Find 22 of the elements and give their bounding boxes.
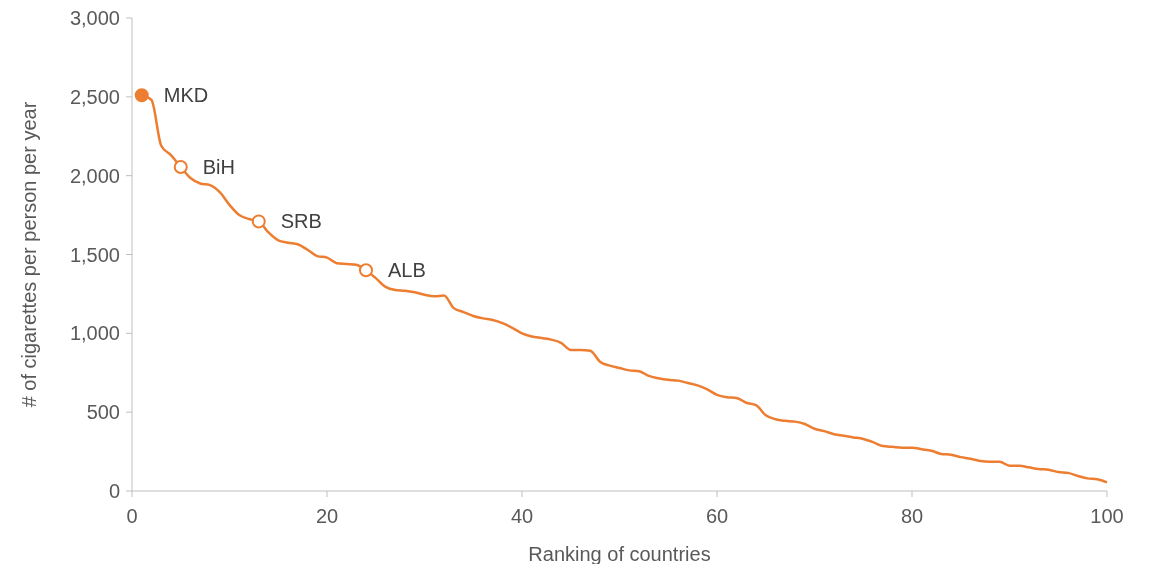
x-tick-label: 100 bbox=[1090, 505, 1124, 527]
point bbox=[134, 88, 149, 103]
y-axis-title: # of cigarettes per person per year bbox=[18, 101, 40, 408]
annotation: MKD bbox=[163, 84, 209, 107]
point bbox=[359, 263, 373, 278]
x-tick-label: 40 bbox=[510, 505, 534, 527]
annotation: SRB bbox=[280, 210, 322, 233]
y-tick-label: 3,000 bbox=[69, 7, 120, 29]
point bbox=[251, 214, 266, 229]
y-tick-label: 2,500 bbox=[69, 85, 120, 108]
y-tick-label: 2,000 bbox=[69, 164, 120, 187]
x-tick-label: 20 bbox=[315, 505, 339, 527]
x-tick-label: 80 bbox=[900, 505, 924, 527]
y-tick-label: 0 bbox=[108, 480, 120, 502]
point bbox=[173, 160, 188, 174]
y-tick-label: 1,000 bbox=[69, 322, 120, 345]
x-tick-label: 0 bbox=[126, 505, 138, 527]
x-tick-label: 60 bbox=[705, 505, 729, 527]
y-tick-label: 1,500 bbox=[69, 243, 120, 266]
annotation: ALB bbox=[388, 259, 426, 282]
y-tick-label: 500 bbox=[86, 401, 120, 424]
annotation: BiH bbox=[202, 155, 235, 178]
